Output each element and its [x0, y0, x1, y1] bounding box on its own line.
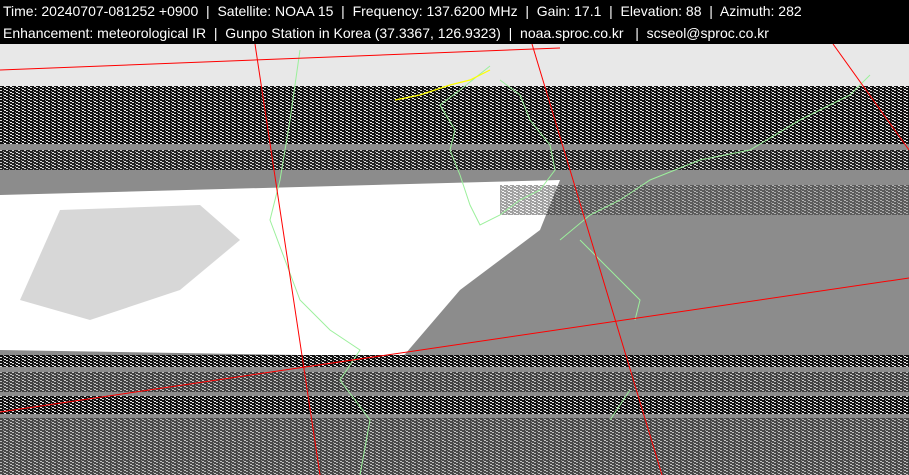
coastlines: [269, 49, 871, 475]
graticule: [0, 44, 909, 475]
parallel-line: [0, 277, 909, 413]
coastline-japan: [559, 74, 871, 241]
meridian-line: [254, 44, 321, 475]
meridian-line: [832, 44, 909, 151]
satellite-image: [0, 44, 909, 475]
coastline-ryukyu: [609, 389, 631, 421]
coastline-korea: [439, 65, 556, 226]
noise-band: [0, 372, 909, 392]
parallel-line: [0, 47, 561, 71]
noise-band: [0, 418, 909, 475]
noise-band: [0, 86, 909, 144]
imagery: [0, 44, 909, 475]
capture-info-line: Time: 20240707-081252 +0900 | Satellite:…: [3, 3, 802, 19]
meridian-line: [531, 44, 663, 475]
info-header: Time: 20240707-081252 +0900 | Satellite:…: [0, 0, 909, 44]
noise-band: [500, 185, 909, 215]
coastline-kyushu: [579, 239, 641, 321]
noise-band: [0, 355, 909, 367]
coastline-china: [269, 49, 371, 475]
border-line: [394, 69, 491, 101]
noise-band: [0, 396, 909, 414]
station-info-line: Enhancement: meteorological IR | Gunpo S…: [3, 25, 769, 41]
cloud-patches-west: [20, 205, 240, 320]
